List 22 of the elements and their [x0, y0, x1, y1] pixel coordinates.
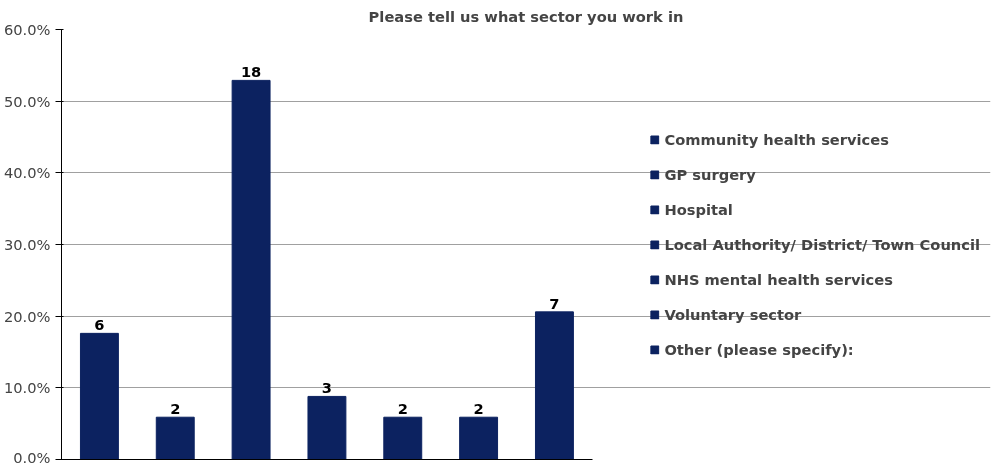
annotation: 18: [240, 63, 262, 81]
legend-label: Community health services: [664, 130, 889, 148]
legend-label: GP surgery: [664, 165, 756, 183]
y-tick-label: 40.0%: [3, 164, 51, 182]
y-tick-label: 20.0%: [3, 307, 51, 325]
y-tick-label: 50.0%: [3, 92, 51, 110]
legend-label: NHS mental health services: [664, 270, 893, 288]
chart-title: Please tell us what sector you work in: [368, 7, 684, 25]
legend-label: Local Authority/ District/ Town Council: [664, 235, 980, 253]
legend-label: Other (please specify):: [664, 340, 854, 358]
y-tick-label: 30.0%: [3, 236, 51, 253]
annotation: 7: [549, 294, 560, 312]
y-tick-label: 0.0%: [13, 448, 51, 466]
annotation: 2: [473, 400, 484, 418]
annotation: 6: [94, 316, 105, 334]
y-tick-label: 60.0%: [3, 21, 51, 38]
annotation: 2: [397, 400, 408, 418]
annotation: 2: [170, 400, 181, 418]
legend-label: Voluntary sector: [664, 305, 802, 323]
legend-label: Hospital: [664, 200, 733, 218]
y-tick-label: 10.0%: [3, 379, 51, 397]
annotation: 3: [321, 379, 333, 397]
